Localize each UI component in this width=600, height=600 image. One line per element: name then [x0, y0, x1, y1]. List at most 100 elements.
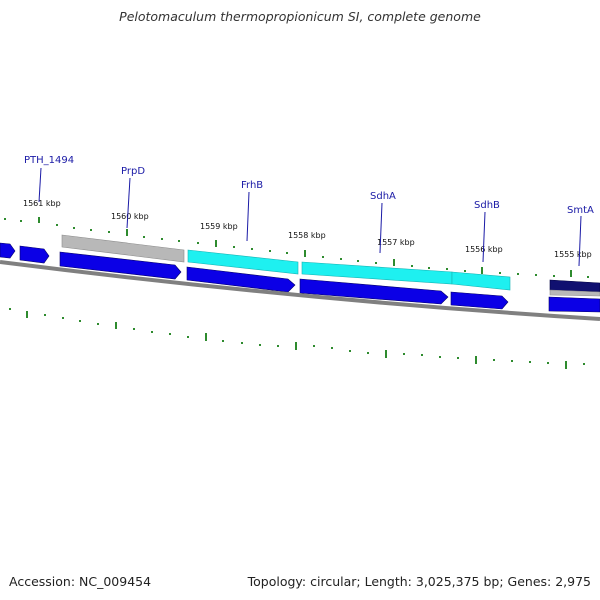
outer-tick-arc — [4, 217, 589, 278]
feature-highlight-frhb[interactable] — [187, 249, 299, 275]
outer-tick — [4, 218, 6, 220]
gene-label-sdhb[interactable]: SdhB — [474, 200, 500, 211]
feature-highlight-sdhb[interactable] — [451, 271, 511, 291]
outer-tick — [446, 268, 448, 270]
scale-label: 1557 kbp — [377, 238, 415, 247]
outer-tick — [143, 236, 145, 238]
outer-tick — [587, 276, 589, 278]
inner-tick — [385, 350, 387, 358]
inner-tick — [62, 317, 64, 319]
inner-tick — [187, 336, 189, 338]
cds-arrows — [0, 242, 600, 313]
scale-label: 1561 kbp — [23, 199, 61, 208]
inner-tick — [259, 344, 261, 346]
inner-tick — [313, 345, 315, 347]
outer-tick — [411, 265, 413, 267]
outer-tick — [108, 231, 110, 233]
outer-tick — [251, 248, 253, 250]
leader-line-frhb — [246, 191, 250, 242]
outer-tick — [570, 270, 572, 277]
outer-tick — [233, 246, 235, 248]
inner-tick — [421, 354, 423, 356]
inner-tick — [295, 342, 297, 350]
outer-tick — [464, 270, 466, 272]
outer-tick — [38, 217, 40, 223]
outer-tick — [215, 240, 217, 247]
genome-summary: Topology: circular; Length: 3,025,375 bp… — [247, 574, 591, 589]
outer-tick — [322, 256, 324, 258]
scale-label: 1558 kbp — [288, 231, 326, 240]
inner-tick-arc — [9, 308, 585, 369]
outer-tick — [286, 252, 288, 254]
inner-tick — [222, 340, 224, 342]
outer-tick — [178, 240, 180, 242]
inner-tick — [493, 359, 495, 361]
cds-arrow[interactable] — [299, 278, 449, 305]
outer-tick — [126, 229, 128, 236]
gene-label-sdha[interactable]: SdhA — [370, 191, 396, 202]
scale-label: 1555 kbp — [554, 250, 592, 259]
gene-label-prpd[interactable]: PrpD — [121, 166, 145, 177]
outer-tick — [90, 229, 92, 231]
leader-line-pth1494 — [38, 167, 42, 203]
gene-leader-lines — [38, 167, 582, 267]
feature-gray-prpd[interactable] — [61, 234, 185, 263]
genome-title: Pelotomaculum thermopropionicum SI, comp… — [119, 9, 481, 24]
inner-tick — [97, 323, 99, 325]
outer-tick — [340, 258, 342, 260]
inner-tick — [241, 342, 243, 344]
outer-tick — [73, 227, 75, 229]
cds-arrow[interactable] — [59, 251, 182, 280]
outer-tick — [393, 259, 395, 266]
scale-label: 1559 kbp — [200, 222, 238, 231]
inner-tick — [9, 308, 11, 310]
cds-arrow[interactable] — [19, 245, 50, 264]
inner-tick — [79, 320, 81, 322]
outer-tick — [304, 250, 306, 257]
gene-label-smta[interactable]: SmtA — [567, 205, 594, 216]
outer-tick — [197, 242, 199, 244]
inner-tick — [547, 362, 549, 364]
outer-tick — [269, 250, 271, 252]
inner-tick — [26, 311, 28, 318]
genome-backbone — [0, 260, 600, 321]
inner-tick — [205, 333, 207, 341]
leader-line-sdha — [379, 202, 383, 254]
inner-tick — [115, 322, 117, 329]
outer-tick — [535, 274, 537, 276]
outer-tick — [428, 267, 430, 269]
feature-gray-smta[interactable] — [549, 289, 600, 297]
feature-dark-smta[interactable] — [549, 279, 600, 293]
inner-tick — [403, 353, 405, 355]
outer-tick — [56, 224, 58, 226]
cds-arrow[interactable] — [0, 242, 16, 259]
inner-tick — [44, 314, 46, 316]
inner-tick — [367, 352, 369, 354]
cds-arrow[interactable] — [186, 266, 296, 293]
inner-tick — [565, 361, 567, 369]
outer-tick — [20, 220, 22, 222]
inner-tick — [349, 350, 351, 352]
inner-tick — [475, 356, 477, 364]
leader-line-prpd — [126, 177, 131, 229]
gene-label-frhb[interactable]: FrhB — [241, 180, 263, 191]
cds-arrow[interactable] — [548, 296, 600, 313]
scale-label: 1560 kbp — [111, 212, 149, 221]
outer-tick — [161, 238, 163, 240]
feature-highlight-sdha[interactable] — [301, 261, 453, 285]
inner-tick — [133, 328, 135, 330]
inner-tick — [151, 331, 153, 333]
outer-tick — [481, 267, 483, 274]
leader-line-smta — [578, 215, 582, 267]
leader-line-sdhb — [482, 211, 486, 263]
inner-tick — [169, 333, 171, 335]
outer-tick — [553, 275, 555, 277]
gene-label-pth1494[interactable]: PTH_1494 — [24, 155, 74, 166]
outer-tick — [357, 260, 359, 262]
accession-label: Accession: NC_009454 — [9, 574, 152, 589]
outer-tick — [375, 262, 377, 264]
inner-tick — [439, 356, 441, 358]
cds-arrow[interactable] — [450, 291, 509, 310]
inner-tick — [529, 361, 531, 363]
